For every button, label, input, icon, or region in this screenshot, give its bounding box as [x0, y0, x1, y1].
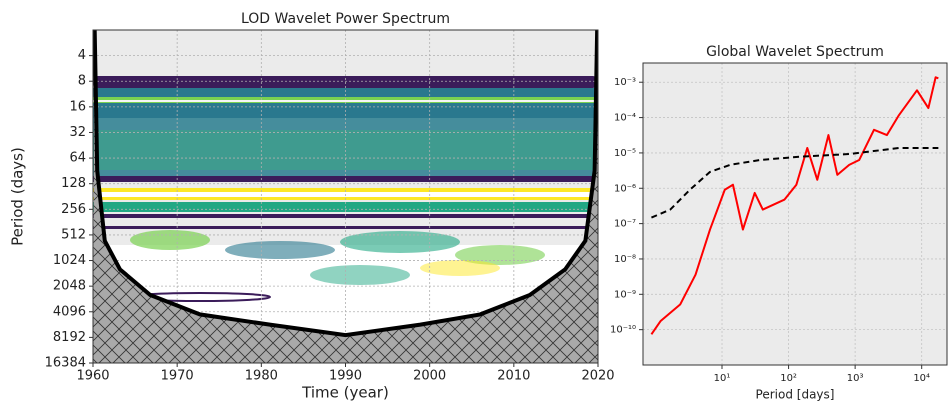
y-tick-label: 10⁻⁹ — [614, 289, 636, 300]
y-tick-label: 10⁻⁴ — [614, 113, 636, 124]
x-axis-label: Period [days] — [756, 388, 835, 402]
y-tick-label: 4096 — [53, 304, 86, 319]
x-tick-label: 1970 — [161, 369, 194, 384]
x-tick-label: 1990 — [329, 369, 362, 384]
y-tick-label: 8192 — [53, 330, 86, 345]
y-tick-label: 64 — [69, 151, 86, 166]
y-tick-label: 10⁻⁸ — [614, 254, 636, 265]
x-tick-label: 2010 — [497, 369, 530, 384]
y-tick-label: 16 — [69, 99, 86, 114]
cone-of-influence — [93, 30, 598, 338]
y-tick-label: 10⁻⁷ — [614, 219, 636, 230]
y-axis-label: Period (days) — [9, 147, 27, 246]
y-tick-label: 10⁻⁶ — [614, 183, 636, 194]
plot-background — [643, 63, 947, 365]
x-tick-label: 10¹ — [714, 373, 731, 384]
x-tick-label: 2000 — [413, 369, 446, 384]
y-tick-label: 4 — [78, 48, 86, 63]
y-tick-label: 1024 — [53, 253, 86, 268]
chart-title: LOD Wavelet Power Spectrum — [241, 11, 450, 27]
plot-frame — [642, 62, 948, 366]
chart-title: Global Wavelet Spectrum — [706, 44, 884, 60]
line — [650, 76, 939, 335]
y-tick-label: 10⁻¹⁰ — [610, 325, 636, 336]
y-tick-label: 2048 — [53, 279, 86, 294]
y-tick-label: 10⁻³ — [614, 77, 636, 88]
x-axis-label: Time (year) — [301, 384, 389, 402]
y-tick-label: 128 — [61, 176, 86, 191]
y-tick-label: 8 — [78, 74, 86, 89]
x-tick-label: 1960 — [76, 369, 109, 384]
y-tick-label: 256 — [61, 202, 86, 217]
y-tick-label: 16384 — [45, 356, 86, 371]
y-tick-label: 10⁻⁵ — [614, 148, 636, 159]
x-tick-label: 10³ — [847, 373, 864, 384]
plot-frame — [92, 29, 599, 364]
x-tick-label: 2020 — [581, 369, 614, 384]
y-tick-label: 512 — [61, 227, 86, 242]
cone-of-influence-area — [93, 30, 598, 363]
y-tick-label: 32 — [69, 125, 86, 140]
x-tick-label: 1980 — [245, 369, 278, 384]
x-tick-label: 10² — [780, 373, 797, 384]
line — [651, 146, 939, 219]
x-tick-label: 10⁴ — [913, 373, 930, 384]
